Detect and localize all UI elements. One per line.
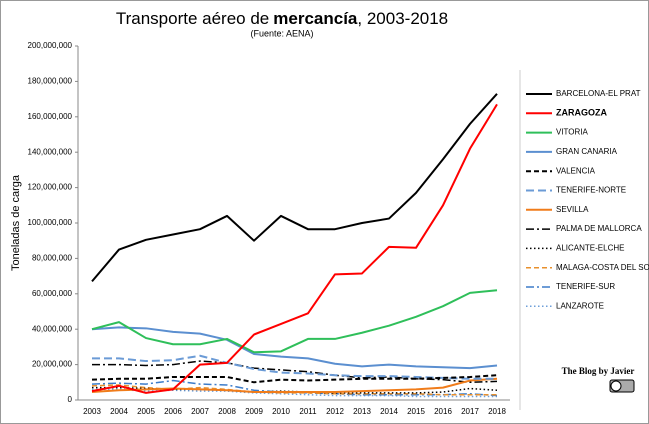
x-tick-label: 2003 — [83, 407, 101, 416]
subtitle: (Fuente: AENA) — [250, 28, 313, 38]
title-suffix: , 2003-2018 — [357, 9, 448, 28]
x-tick-label: 2010 — [272, 407, 290, 416]
y-tick-label: 80,000,000 — [32, 254, 73, 263]
x-tick-label: 2006 — [164, 407, 182, 416]
legend-label: VALENCIA — [556, 166, 596, 175]
y-axis-label: Toneladas de carga — [10, 174, 22, 271]
legend-label: SEVILLA — [556, 205, 589, 214]
legend-label: ALICANTE-ELCHE — [556, 244, 624, 253]
y-tick-label: 200,000,000 — [28, 41, 73, 50]
cc-circle — [610, 380, 622, 392]
x-tick-label: 2009 — [245, 407, 263, 416]
series-line — [91, 289, 498, 354]
x-tick-label: 2011 — [299, 407, 317, 416]
x-tick-label: 2005 — [137, 407, 155, 416]
legend-label: MALAGA-COSTA DEL SOL — [556, 263, 649, 272]
x-tick-label: 2013 — [353, 407, 371, 416]
series-line — [91, 377, 498, 394]
legend-label: PALMA DE MALLORCA — [556, 224, 642, 233]
y-tick-label: 0 — [68, 395, 73, 404]
legend-label: VITORIA — [556, 128, 589, 137]
legend-label: LANZAROTE — [556, 301, 604, 310]
series-line — [91, 93, 498, 283]
x-tick-label: 2016 — [434, 407, 452, 416]
legend-label: TENERIFE-NORTE — [556, 186, 626, 195]
watermark: The Blog by Javier — [562, 366, 635, 376]
x-tick-label: 2008 — [218, 407, 236, 416]
cc-icon — [609, 379, 635, 393]
x-tick-label: 2012 — [326, 407, 344, 416]
y-tick-label: 120,000,000 — [28, 183, 73, 192]
x-tick-label: 2014 — [380, 407, 398, 416]
series-line — [91, 374, 498, 384]
y-tick-label: 140,000,000 — [28, 147, 73, 156]
y-tick-label: 160,000,000 — [28, 112, 73, 121]
legend-label: BARCELONA-EL PRAT — [556, 89, 641, 98]
x-tick-label: 2007 — [191, 407, 209, 416]
x-tick-label: 2015 — [407, 407, 425, 416]
y-tick-label: 20,000,000 — [32, 360, 73, 369]
x-tick-label: 2004 — [110, 407, 128, 416]
chart-title: Transporte aéreo de mercancía, 2003-2018 — [116, 9, 448, 28]
y-tick-label: 180,000,000 — [28, 77, 73, 86]
legend-label: ZARAGOZA — [556, 108, 607, 118]
x-tick-label: 2018 — [488, 407, 506, 416]
legend-label: TENERIFE-SUR — [556, 282, 615, 291]
y-tick-label: 60,000,000 — [32, 289, 73, 298]
y-tick-label: 100,000,000 — [28, 218, 73, 227]
x-tick-label: 2017 — [461, 407, 479, 416]
legend-label: GRAN CANARIA — [556, 147, 618, 156]
series-line — [91, 103, 498, 394]
y-tick-label: 40,000,000 — [32, 324, 73, 333]
title-part: Transporte aéreo de — [116, 9, 269, 28]
series-line — [91, 326, 498, 370]
title-emphasis: mercancía — [273, 9, 358, 28]
